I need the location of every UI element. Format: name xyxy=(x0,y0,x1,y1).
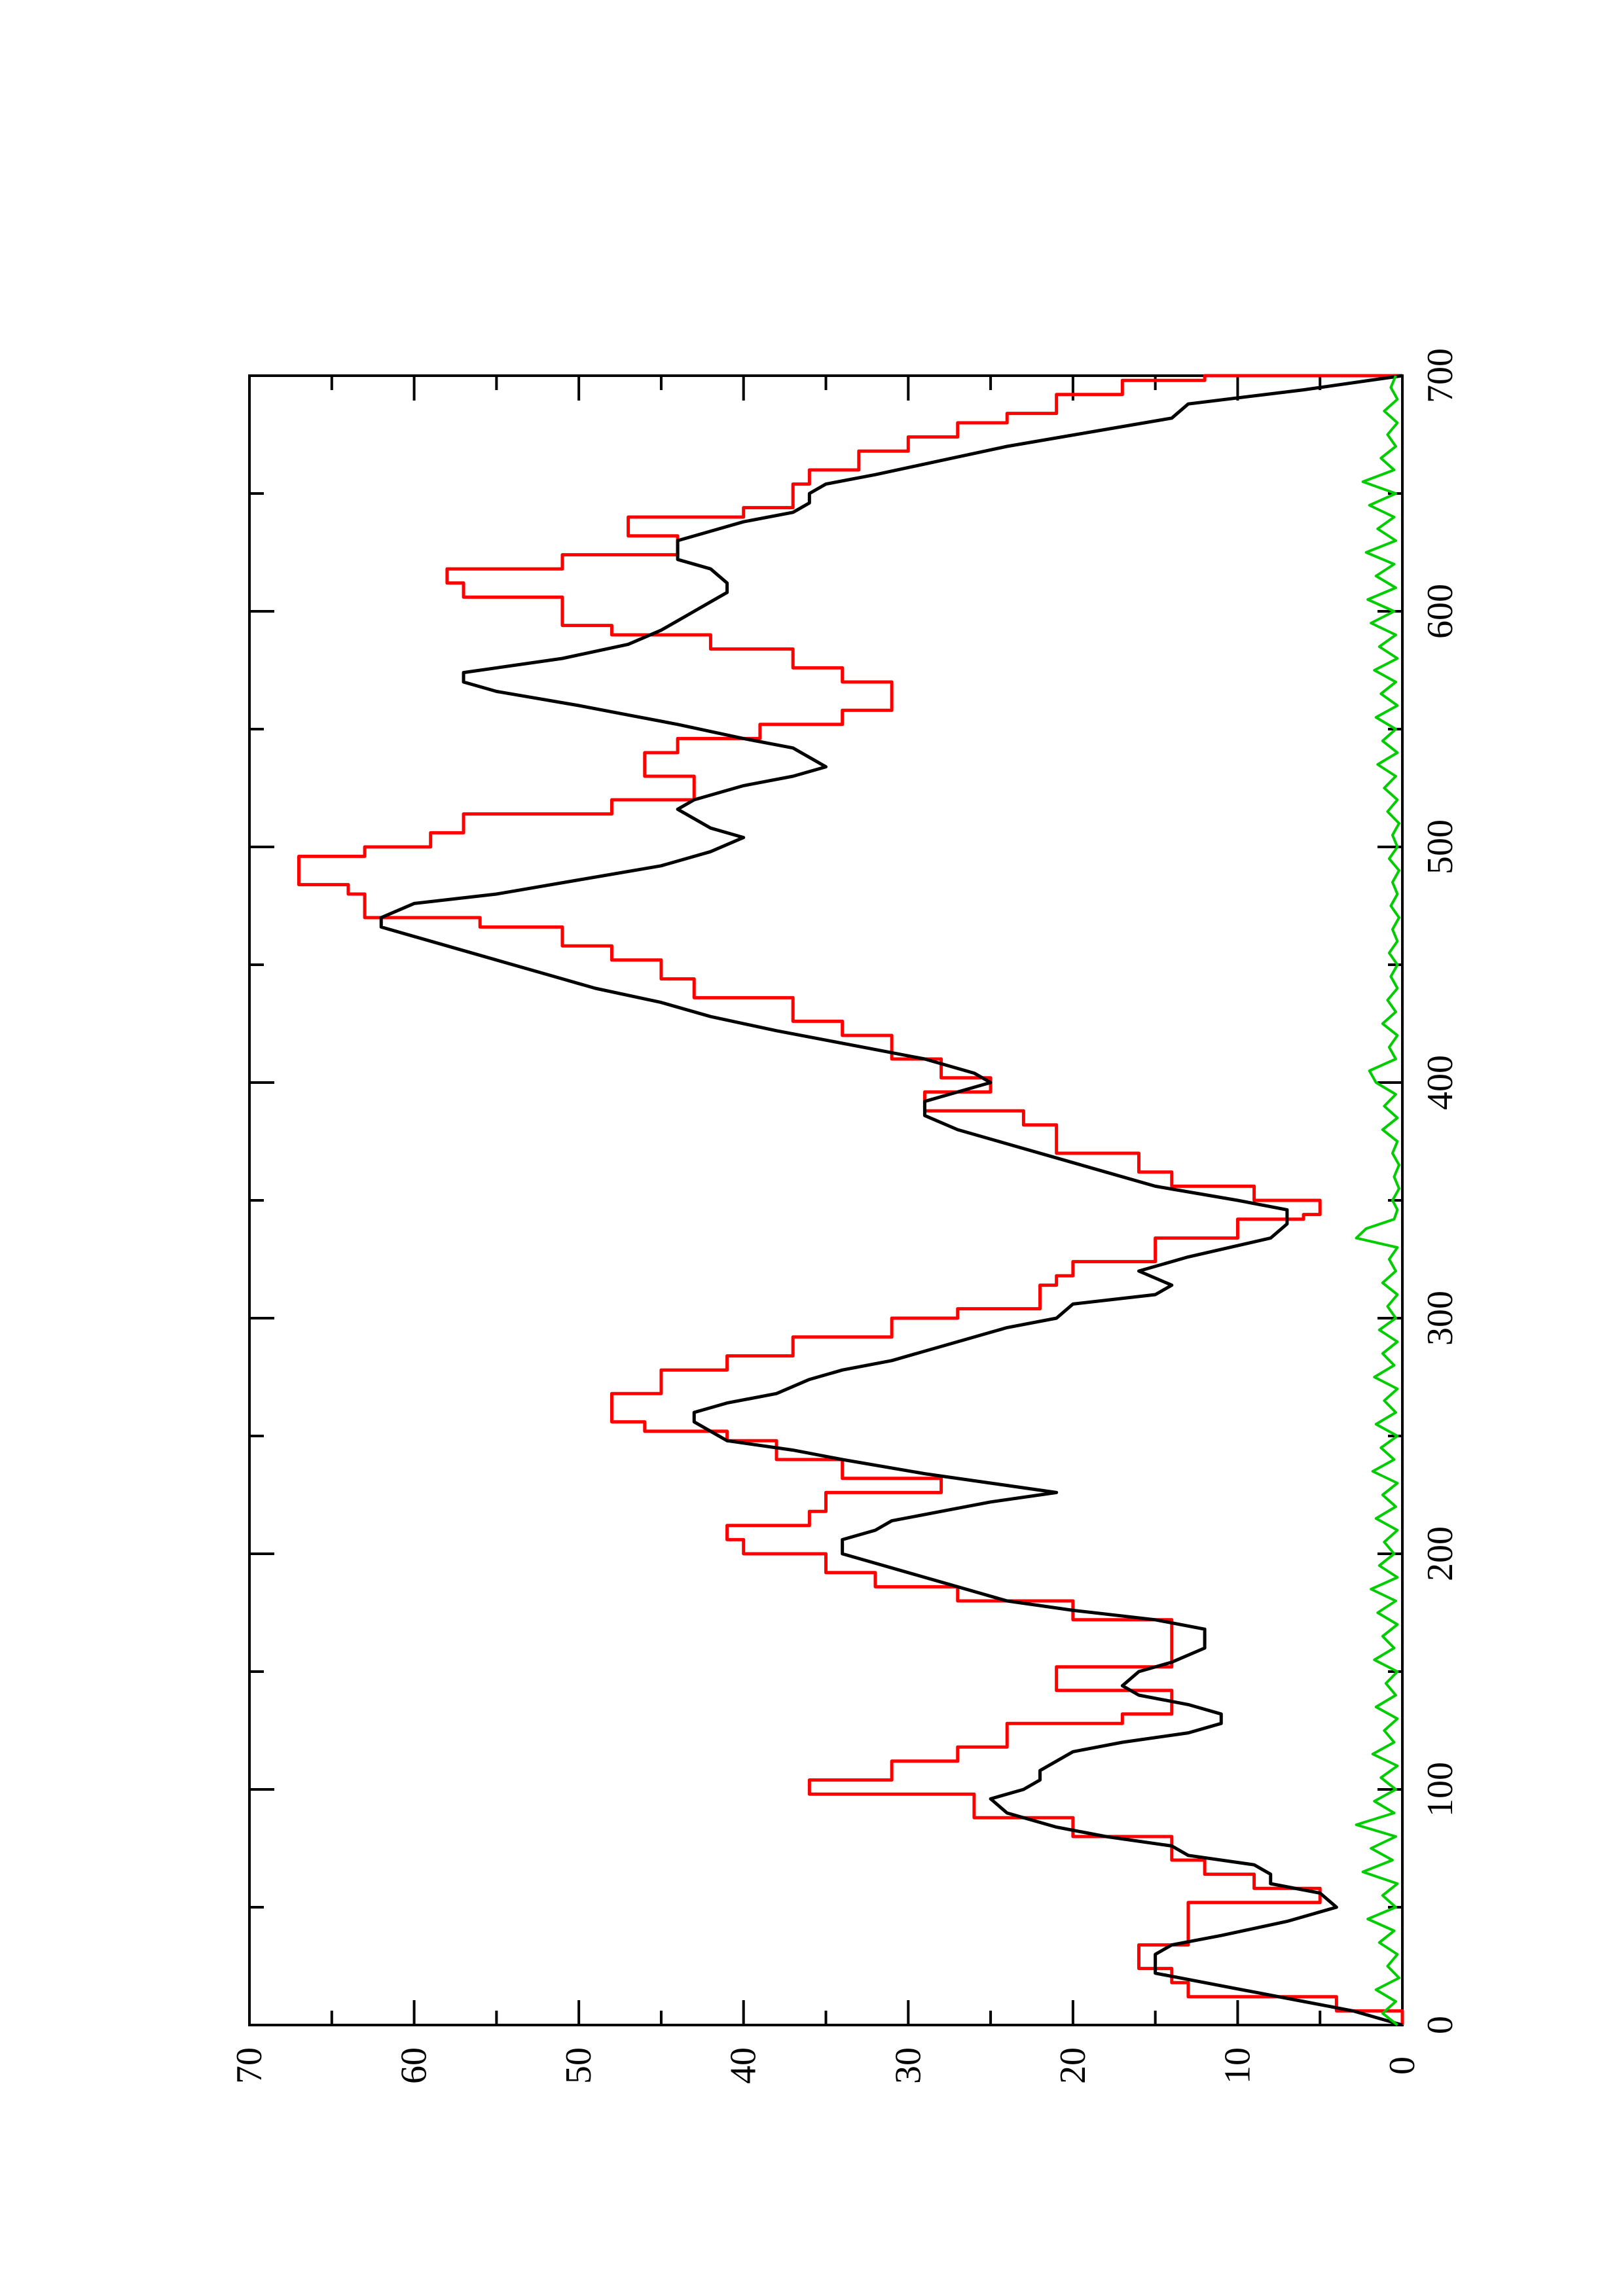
series-line-0 xyxy=(297,374,1404,2025)
x-tick-label: 500 xyxy=(1420,819,1461,874)
y-tick-label: 70 xyxy=(229,2047,270,2084)
y-tick-label: 10 xyxy=(1217,2047,1258,2084)
y-tick-label: 40 xyxy=(723,2047,764,2084)
series-line-1 xyxy=(379,374,1403,2027)
y-tick-label: 30 xyxy=(888,2047,928,2084)
y-tick-label: 20 xyxy=(1053,2047,1093,2084)
x-tick-label: 300 xyxy=(1420,1291,1461,1346)
x-tick-label: 400 xyxy=(1420,1055,1461,1110)
series-line-2 xyxy=(1355,375,1400,2026)
x-tick-label: 0 xyxy=(1420,2016,1461,2034)
x-tick-label: 700 xyxy=(1420,348,1461,403)
x-tick-label: 600 xyxy=(1420,584,1461,639)
x-tick-label: 100 xyxy=(1420,1762,1461,1817)
y-tick-label: 0 xyxy=(1382,2056,1423,2075)
y-tick-label: 60 xyxy=(394,2047,435,2084)
y-tick-label: 50 xyxy=(558,2047,599,2084)
plot-area: 0 100 200 300 400 500 600 700 0 10 20 30 40 50 60 70 xyxy=(229,348,1461,2084)
x-tick-label: 200 xyxy=(1420,1526,1461,1581)
